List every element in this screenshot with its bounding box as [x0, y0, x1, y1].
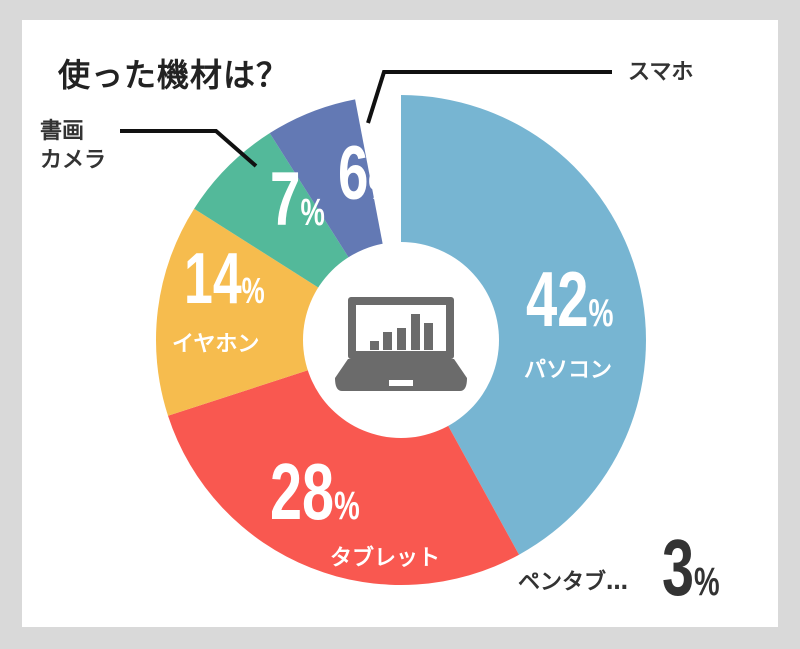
label-smartphone: スマホ	[628, 60, 694, 85]
label-doccam-line1: 書画	[40, 119, 85, 144]
leader-line-smartphone	[366, 70, 612, 124]
label-doccam-line2: カメラ	[40, 148, 107, 173]
slice-earphone	[156, 208, 401, 416]
leader-line-doccam	[120, 129, 258, 168]
name-pc: パソコン	[524, 358, 613, 383]
pct-pentab: 3%	[662, 523, 720, 612]
pct-tablet: 28%	[270, 447, 360, 536]
laptop-bar-chart-icon	[335, 297, 467, 391]
chart-title: 使った機材は？	[58, 56, 290, 94]
pct-earphone: 14%	[184, 239, 265, 319]
label-pentab: ペンタブ…	[518, 570, 629, 595]
slice-pc	[401, 95, 646, 555]
pct-doccam: 7%	[270, 157, 325, 242]
name-earphone: イヤホン	[172, 332, 260, 357]
name-tablet: タブレット	[330, 546, 441, 571]
pct-pc: 42%	[526, 255, 614, 343]
pct-smartphone: 6%	[338, 131, 393, 216]
